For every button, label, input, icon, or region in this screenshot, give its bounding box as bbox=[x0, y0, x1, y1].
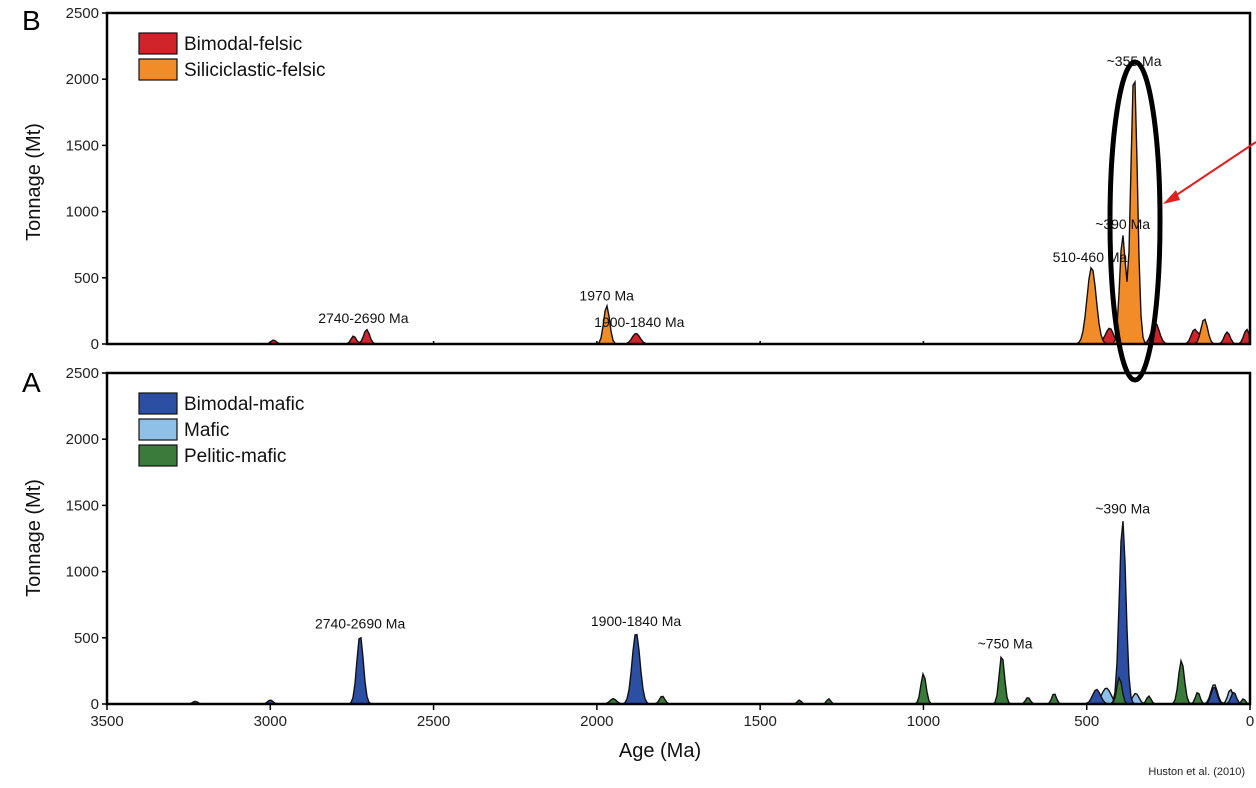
panel-b-ylabel: Tonnage (Mt) bbox=[23, 123, 45, 241]
y-tick-label: 0 bbox=[91, 696, 99, 713]
panel-b-series bbox=[106, 79, 1251, 345]
y-tick-label: 1000 bbox=[66, 564, 99, 581]
panel-a-annotations: ~390 Ma ~750 Ma 1900-1840 Ma 2740-2690 Ma bbox=[315, 500, 1150, 651]
peak-annotation: 1900-1840 Ma bbox=[594, 314, 685, 330]
y-tick-label: 1500 bbox=[66, 137, 99, 154]
series-pelitic-mafic bbox=[107, 655, 1251, 705]
peak-annotation: ~390 Ma bbox=[1095, 216, 1150, 232]
legend-swatch bbox=[138, 444, 178, 467]
x-tick-label: 2000 bbox=[580, 713, 613, 730]
y-tick-label: 2500 bbox=[66, 365, 99, 382]
series-mafic bbox=[107, 684, 1250, 705]
source-citation: Huston et al. (2010) bbox=[1148, 766, 1245, 778]
y-tick-label: 2000 bbox=[66, 431, 99, 448]
legend-entry: Bimodal-felsic bbox=[184, 34, 302, 55]
x-tick-label: 2500 bbox=[417, 713, 450, 730]
x-tick-label: 500 bbox=[1074, 713, 1099, 730]
panel-a-ylabel: Tonnage (Mt) bbox=[23, 479, 45, 597]
y-tick-label: 1000 bbox=[66, 204, 99, 221]
x-tick-label: 3500 bbox=[90, 713, 123, 730]
panel-a: A Tonnage (Mt) 0 500 1000 1500 2000 2500 3500… bbox=[22, 365, 1254, 762]
y-tick-label: 500 bbox=[74, 630, 99, 647]
highlight-arrow-head bbox=[1163, 190, 1180, 204]
legend-swatch bbox=[138, 58, 178, 81]
legend-swatch bbox=[138, 32, 178, 55]
x-tick-label: 0 bbox=[1246, 713, 1254, 730]
y-tick-label: 1500 bbox=[66, 497, 99, 514]
y-tick-label: 0 bbox=[91, 336, 99, 353]
y-tick-label: 2500 bbox=[66, 5, 99, 22]
y-tick-label: 2000 bbox=[66, 71, 99, 88]
peak-annotation: 2740-2690 Ma bbox=[318, 310, 409, 326]
panel-b-legend: Bimodal-felsic Siliciclastic-felsic bbox=[138, 32, 325, 81]
series-siliciclastic-felsic bbox=[107, 79, 1250, 345]
x-tick-label: 3000 bbox=[254, 713, 287, 730]
highlight-arrow bbox=[1171, 141, 1256, 199]
legend-entry: Siliciclastic-felsic bbox=[184, 60, 325, 81]
legend-entry: Mafic bbox=[184, 420, 229, 441]
peak-annotation: 1900-1840 Ma bbox=[591, 613, 682, 629]
peak-annotation: 1970 Ma bbox=[579, 287, 634, 303]
x-tick-label: 1500 bbox=[743, 713, 776, 730]
legend-swatch bbox=[138, 392, 178, 415]
panel-b-label: B bbox=[22, 5, 41, 36]
highlight-ellipse bbox=[1107, 59, 1163, 383]
peak-annotation: 510-460 Ma bbox=[1053, 249, 1128, 265]
x-axis-label: Age (Ma) bbox=[619, 740, 701, 762]
peak-annotation: 2740-2690 Ma bbox=[315, 616, 406, 632]
x-tick-label: 1000 bbox=[907, 713, 940, 730]
panel-a-y-ticks: 0 500 1000 1500 2000 2500 bbox=[66, 365, 107, 713]
peak-annotation: ~390 Ma bbox=[1095, 500, 1150, 516]
y-tick-label: 500 bbox=[74, 270, 99, 287]
legend-entry: Bimodal-mafic bbox=[184, 394, 304, 415]
peak-annotation: ~750 Ma bbox=[978, 635, 1033, 651]
panel-b-frame bbox=[105, 11, 1252, 346]
panel-a-legend: Bimodal-mafic Mafic Pelitic-mafic bbox=[138, 392, 304, 467]
panel-b-y-ticks: 0 500 1000 1500 2000 2500 bbox=[66, 5, 107, 353]
panel-a-label: A bbox=[22, 367, 41, 398]
legend-entry: Pelitic-mafic bbox=[184, 446, 286, 467]
panel-a-frame bbox=[105, 371, 1252, 706]
panel-a-x-ticks: 3500 3000 2500 2000 1500 1000 500 0 bbox=[90, 704, 1254, 730]
legend-swatch bbox=[138, 418, 178, 441]
